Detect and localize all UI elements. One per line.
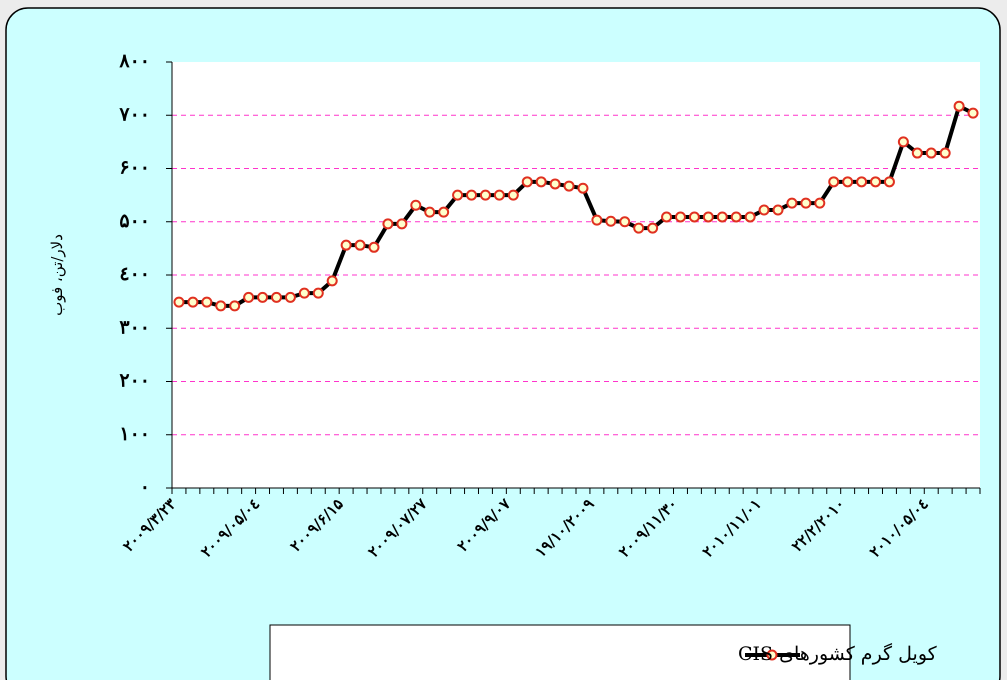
marker [410, 199, 422, 211]
marker [730, 211, 742, 223]
marker [577, 182, 589, 194]
marker [939, 147, 951, 159]
legend-label: کویل گرم کشورهای CIS [738, 642, 938, 665]
marker [842, 176, 854, 188]
marker [229, 300, 241, 312]
marker [257, 291, 269, 303]
series-line [178, 104, 974, 308]
marker [340, 239, 352, 251]
marker [452, 189, 464, 201]
marker [424, 206, 436, 218]
marker [856, 176, 868, 188]
marker [243, 291, 255, 303]
plot-area [172, 62, 980, 488]
marker [883, 176, 895, 188]
legend [269, 624, 851, 680]
marker [187, 296, 199, 308]
marker [716, 211, 728, 223]
marker [744, 211, 756, 223]
marker [619, 216, 631, 228]
marker [758, 204, 770, 216]
marker [605, 215, 617, 227]
marker [326, 275, 338, 287]
marker [674, 211, 686, 223]
marker [396, 218, 408, 230]
marker [633, 222, 645, 234]
marker [661, 211, 673, 223]
marker [911, 147, 923, 159]
y-tick-label: ۵۰۰ [119, 210, 150, 232]
marker [925, 147, 937, 159]
marker [466, 189, 478, 201]
marker [270, 291, 282, 303]
marker [967, 107, 979, 119]
marker [493, 189, 505, 201]
marker [354, 239, 366, 251]
marker [828, 176, 840, 188]
marker [173, 296, 185, 308]
y-tick-label: ۲۰۰ [119, 370, 150, 392]
marker [312, 287, 324, 299]
marker [535, 176, 547, 188]
marker [521, 176, 533, 188]
y-tick-label: ۱۰۰ [119, 423, 150, 445]
marker [201, 296, 213, 308]
y-axis-label: دلار/تن، فوب [48, 234, 66, 316]
marker [591, 214, 603, 226]
marker [549, 178, 561, 190]
y-tick-label: ۰ [140, 476, 150, 498]
y-tick-label: ۸۰۰ [118, 50, 150, 72]
marker [382, 218, 394, 230]
marker [298, 287, 310, 299]
marker [647, 222, 659, 234]
marker [870, 176, 882, 188]
marker [368, 241, 380, 253]
marker [688, 211, 700, 223]
marker [786, 197, 798, 209]
marker [772, 204, 784, 216]
y-tick-label: ۶۰۰ [119, 157, 150, 179]
y-tick-label: ۷۰۰ [118, 103, 150, 125]
marker [438, 206, 450, 218]
marker [702, 211, 714, 223]
marker [284, 291, 296, 303]
marker [507, 189, 519, 201]
y-tick-label: ٤۰۰ [119, 263, 150, 285]
marker [897, 136, 909, 148]
legend-marker [766, 649, 778, 661]
marker [563, 180, 575, 192]
marker [953, 100, 965, 112]
marker [814, 197, 826, 209]
marker [215, 300, 227, 312]
marker [479, 189, 491, 201]
y-tick-label: ۳۰۰ [119, 316, 150, 338]
marker [800, 197, 812, 209]
